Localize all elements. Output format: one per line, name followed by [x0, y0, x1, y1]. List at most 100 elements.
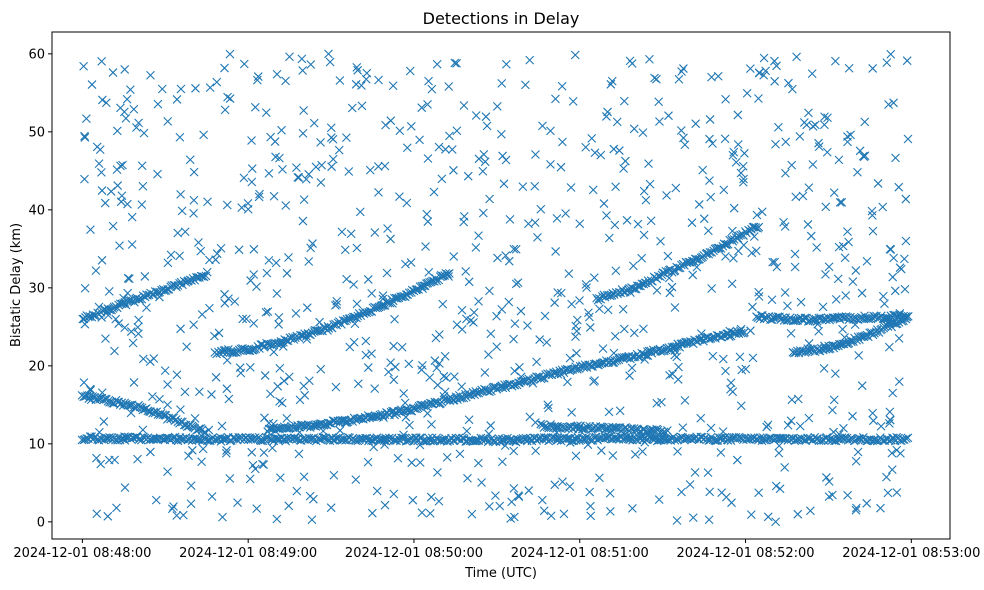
clutter-point	[437, 174, 447, 184]
clutter-point	[97, 186, 107, 195]
track-6-point	[676, 260, 686, 270]
clutter-point	[550, 480, 560, 490]
clutter-point	[639, 186, 649, 196]
clutter-point	[185, 155, 195, 165]
clutter-point	[550, 298, 560, 308]
clutter-point	[748, 353, 758, 363]
clutter-point	[298, 66, 308, 75]
track-9-point	[710, 436, 720, 445]
clutter-point	[294, 449, 304, 459]
clutter-point	[667, 282, 677, 292]
clutter-point	[708, 351, 718, 361]
clutter-point	[432, 59, 442, 69]
clutter-point	[318, 426, 328, 436]
clutter-point	[552, 213, 562, 223]
y-tick-label: 0	[37, 515, 45, 530]
clutter-point	[721, 94, 730, 104]
clutter-point	[509, 483, 519, 493]
clutter-point	[357, 101, 367, 111]
clutter-point	[850, 320, 860, 330]
clutter-point	[222, 384, 232, 394]
clutter-point	[222, 355, 232, 365]
clutter-point	[784, 78, 793, 88]
clutter-point	[277, 398, 287, 408]
clutter-point	[862, 498, 872, 508]
clutter-point	[492, 311, 501, 321]
clutter-point	[112, 126, 122, 136]
clutter-point	[806, 231, 816, 241]
clutter-point	[649, 431, 659, 441]
clutter-point	[326, 503, 336, 513]
track-6-point	[672, 262, 682, 272]
clutter-point	[713, 71, 723, 81]
track-9-point	[232, 435, 242, 445]
clutter-point	[762, 422, 772, 432]
clutter-point	[729, 203, 739, 213]
track-7-point	[778, 313, 787, 323]
clutter-point	[378, 291, 388, 300]
track-4-point	[708, 333, 717, 342]
clutter-point	[505, 215, 515, 224]
clutter-point	[727, 279, 737, 289]
track-9-point	[87, 432, 96, 442]
clutter-point	[79, 61, 88, 71]
clutter-point	[589, 273, 599, 283]
clutter-point	[337, 227, 347, 237]
clutter-point	[94, 427, 104, 437]
clutter-point	[824, 477, 834, 486]
clutter-point	[205, 303, 214, 313]
clutter-point	[759, 70, 769, 80]
clutter-point	[440, 351, 450, 361]
clutter-point	[308, 239, 317, 248]
clutter-point	[369, 442, 379, 452]
clutter-point	[239, 59, 249, 69]
clutter-point	[699, 214, 709, 224]
clutter-point	[186, 499, 196, 509]
clutter-point	[708, 139, 717, 148]
clutter-point	[304, 169, 314, 179]
clutter-point	[264, 168, 274, 178]
clutter-point	[116, 197, 126, 207]
clutter-point	[284, 372, 294, 382]
clutter-point	[449, 372, 459, 381]
clutter-point	[501, 251, 511, 260]
track-9-point	[599, 434, 609, 444]
clutter-point	[175, 132, 185, 142]
track-4-point	[656, 347, 666, 356]
clutter-point	[619, 96, 629, 106]
track-8-point	[860, 331, 870, 341]
clutter-point	[665, 370, 674, 380]
clutter-point	[388, 81, 398, 91]
clutter-point	[264, 255, 274, 265]
clutter-point	[492, 102, 502, 111]
track-9-point	[319, 433, 329, 443]
clutter-point	[581, 142, 591, 152]
clutter-point	[423, 217, 433, 226]
clutter-point	[498, 434, 508, 444]
track-3-point	[421, 279, 431, 289]
clutter-point	[116, 161, 125, 171]
clutter-point	[552, 424, 562, 433]
clutter-point	[293, 173, 303, 182]
clutter-point	[828, 341, 838, 350]
clutter-point	[868, 416, 878, 426]
clutter-point	[819, 120, 829, 130]
clutter-point	[234, 245, 244, 255]
clutter-point	[604, 233, 614, 243]
track-9-point	[256, 436, 266, 446]
clutter-point	[633, 219, 643, 229]
clutter-point	[582, 283, 591, 293]
clutter-point	[509, 512, 519, 522]
clutter-point	[721, 366, 730, 376]
clutter-point	[878, 202, 888, 212]
clutter-point	[361, 74, 371, 84]
clutter-point	[515, 362, 524, 372]
clutter-point	[374, 75, 383, 85]
track-1-point	[140, 292, 150, 302]
clutter-point	[727, 226, 737, 236]
clutter-point	[269, 191, 279, 201]
clutter-point	[245, 474, 255, 484]
clutter-point	[197, 457, 206, 467]
clutter-point	[664, 273, 674, 283]
clutter-point	[327, 162, 336, 172]
